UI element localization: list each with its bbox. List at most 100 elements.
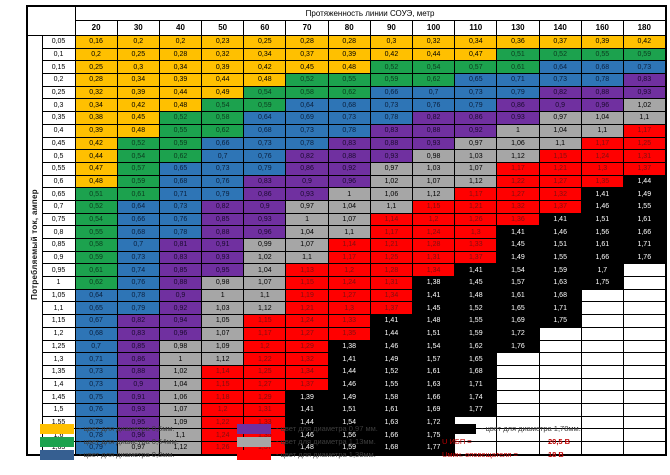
cell-1,05-160 (580, 288, 624, 303)
row-header-0,9: 0,9 (41, 250, 76, 265)
cell-0,05-140: 0,37 (538, 35, 582, 49)
cell-0,85-60: 0,99 (243, 238, 287, 252)
cell-0,75-20: 0,54 (74, 212, 118, 227)
cell-1,15-80: 1,33 (327, 314, 371, 328)
min-voltage-note: Uмин. оповещателя = 18 В (442, 448, 670, 461)
y-axis-title: Потребляемый ток, ампер (26, 34, 43, 456)
cell-1,5-80: 1,51 (327, 402, 371, 417)
cell-0,4-20: 0,39 (74, 123, 118, 138)
cell-0,15-140: 0,64 (538, 60, 582, 75)
cell-1,5-90: 1,61 (369, 402, 414, 417)
cell-0,5-90: 0,93 (369, 149, 414, 163)
cell-1,4-40: 1,04 (158, 377, 203, 392)
cell-0,95-50: 0,95 (201, 263, 245, 278)
cell-0,3-20: 0,34 (74, 98, 118, 113)
cell-0,05-160: 0,39 (580, 35, 624, 49)
cell-0,1-110: 0,47 (454, 47, 498, 62)
cell-1,5-20: 0,76 (74, 402, 118, 417)
cell-1,65-70: 1,48 (285, 440, 329, 456)
cell-0,05-110: 0,34 (454, 35, 498, 49)
cell-0,35-50: 0,58 (201, 111, 245, 125)
cell-0,9-110: 1,37 (454, 250, 498, 265)
cell-0,55-160: 1,3 (580, 161, 624, 176)
cell-1,15-140: 1,75 (538, 314, 582, 328)
cell-0,15-160: 0,68 (580, 60, 624, 75)
cell-0,25-130: 0,79 (496, 85, 540, 100)
cell-0,25-50: 0,49 (201, 85, 245, 100)
row-header-1,15: 1,15 (41, 314, 76, 328)
cell-1,3-110: 1,65 (454, 352, 498, 366)
cell-0,6-80: 0,96 (327, 174, 371, 189)
cell-1,65-40: 1,12 (158, 440, 203, 456)
cell-0,2-70: 0,52 (285, 73, 329, 87)
cell-0,35-30: 0,45 (116, 111, 160, 125)
cell-0,8-90: 1,17 (369, 225, 414, 239)
cell-1,6-160 (580, 428, 624, 442)
cell-1,4-60: 1,27 (243, 377, 287, 392)
gray-swatch-icon (237, 436, 271, 447)
cell-0,15-100: 0,54 (411, 60, 456, 75)
cell-1,2-80: 1,35 (327, 326, 371, 341)
cell-1,05-30: 0,78 (116, 288, 160, 303)
cell-1,3-130 (496, 352, 540, 366)
cell-1,05-40: 0,9 (158, 288, 203, 303)
cell-1,15-110: 1,55 (454, 314, 498, 328)
cell-0,6-20: 0,48 (74, 174, 118, 189)
cell-1-110: 1,45 (454, 276, 498, 290)
cell-1,1-180 (622, 301, 667, 316)
cell-1,6-180 (622, 428, 667, 442)
cell-0,55-90: 0,97 (369, 161, 414, 176)
ups-voltage-note: U ИБП = 20,5 В (442, 435, 670, 448)
cell-1,45-20: 0,75 (74, 390, 118, 404)
column-header-130: 130 (496, 20, 540, 36)
cell-1,65-130 (496, 440, 540, 456)
cell-0,75-70: 1 (285, 212, 329, 227)
cell-1,55-160 (580, 415, 624, 430)
cell-0,85-50: 0,91 (201, 238, 245, 252)
cell-0,55-140: 1,21 (538, 161, 582, 176)
cell-1,1-140: 1,71 (538, 301, 582, 316)
cell-0,95-30: 0,74 (116, 263, 160, 278)
cell-0,2-130: 0,71 (496, 73, 540, 87)
cell-1,25-60: 1,2 (243, 339, 287, 354)
cell-0,65-160: 1,41 (580, 187, 624, 201)
row-header-0,05: 0,05 (41, 35, 76, 49)
cell-1,6-130 (496, 428, 540, 442)
cell-0,4-80: 0,78 (327, 123, 371, 138)
cell-1,5-40: 1,07 (158, 402, 203, 417)
cell-0,75-160: 1,51 (580, 212, 624, 227)
cell-0,4-130: 1 (496, 123, 540, 138)
legend-item: - цвет для диаметра 1,78мм. (442, 422, 670, 435)
column-header-100: 100 (411, 20, 456, 36)
cell-1,6-30: 0,96 (116, 428, 160, 442)
cell-0,5-20: 0,44 (74, 149, 118, 163)
red-swatch-icon (237, 449, 271, 460)
row-header-1,4: 1,4 (41, 377, 76, 392)
cell-0,65-50: 0,79 (201, 187, 245, 201)
cell-1,3-160 (580, 352, 624, 366)
cell-0,05-30: 0,2 (116, 35, 160, 49)
cell-0,7-130: 1,32 (496, 199, 540, 214)
cell-0,85-110: 1,33 (454, 238, 498, 252)
cell-1-160: 1,75 (580, 276, 624, 290)
cell-0,45-60: 0,73 (243, 136, 287, 151)
cell-0,65-100: 1,12 (411, 187, 456, 201)
min-voltage-label: Uмин. оповещателя = (442, 450, 518, 459)
cell-1,05-180 (622, 288, 667, 303)
cell-0,95-130: 1,54 (496, 263, 540, 278)
cell-0,35-140: 0,97 (538, 111, 582, 125)
cell-0,05-60: 0,25 (243, 35, 287, 49)
cell-1,4-140 (538, 377, 582, 392)
cell-0,45-130: 1,06 (496, 136, 540, 151)
cell-1-140: 1,63 (538, 276, 582, 290)
cell-0,6-70: 0,9 (285, 174, 329, 189)
cell-1,3-140 (538, 352, 582, 366)
cell-1,05-140: 1,68 (538, 288, 582, 303)
cell-0,85-140: 1,51 (538, 238, 582, 252)
cell-0,85-100: 1,28 (411, 238, 456, 252)
row-header-0,75: 0,75 (41, 212, 76, 227)
cell-0,75-50: 0,85 (201, 212, 245, 227)
cell-1,1-20: 0,65 (74, 301, 118, 316)
cell-0,4-110: 0,92 (454, 123, 498, 138)
cell-1,55-80: 1,54 (327, 415, 371, 430)
